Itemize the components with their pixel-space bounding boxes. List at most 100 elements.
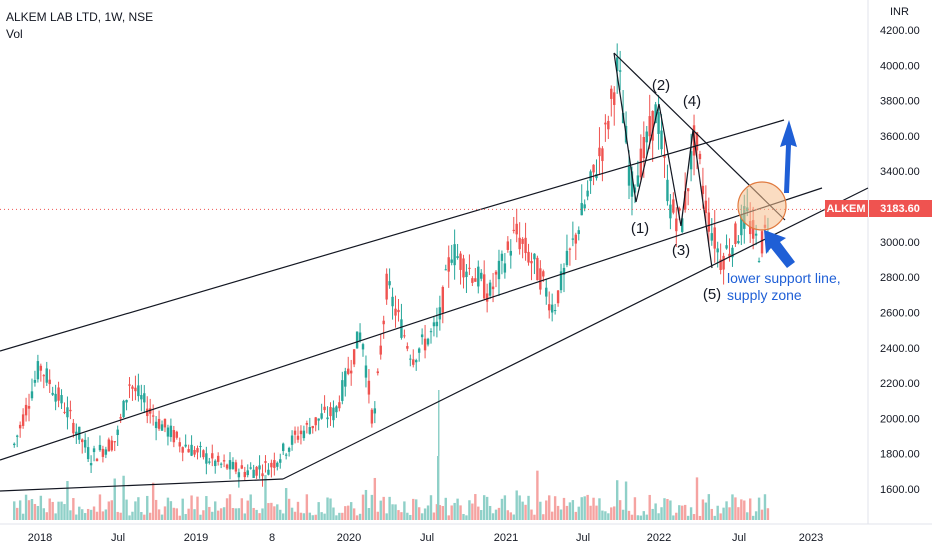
candle-body (459, 253, 462, 270)
volume-bar (202, 510, 205, 520)
volume-bar (30, 499, 34, 520)
candle-body (134, 387, 137, 392)
volume-bar (447, 515, 450, 520)
volume-bar (550, 511, 554, 520)
volume-bar (225, 498, 229, 520)
volume-bar (601, 510, 604, 520)
candle-body (610, 88, 613, 99)
volume-bar (678, 505, 681, 520)
volume-bar (515, 490, 518, 520)
volume-bar (423, 508, 427, 520)
candle-body (45, 368, 48, 383)
candle-body (196, 448, 199, 453)
y-axis-unit: INR (890, 6, 909, 18)
volume-bar (766, 508, 770, 520)
candle-body (491, 286, 495, 290)
x-tick-label: Jul (732, 532, 746, 544)
volume-bar (160, 514, 164, 520)
volume-bar (137, 497, 140, 520)
candle-body (704, 200, 708, 214)
candle-body (607, 120, 610, 130)
volume-bar (184, 514, 187, 520)
volume-bar (39, 495, 43, 520)
candle-body (737, 240, 740, 244)
candle-body (728, 253, 731, 257)
volume-bar (683, 504, 687, 520)
x-axis[interactable]: 2018 Jul 2019 8 2020 Jul 2021 Jul 2022 Jul 2023 (28, 532, 823, 544)
candle-body (553, 310, 557, 312)
candle-body (329, 407, 332, 417)
candle-body (601, 148, 604, 162)
volume-bar (542, 514, 545, 520)
candle-body (444, 269, 447, 271)
volume-bar (497, 507, 501, 520)
candle-body (89, 463, 93, 466)
volume-bar (282, 513, 285, 520)
volume-bar (648, 494, 651, 520)
y-tick-label: 3600.00 (880, 131, 920, 143)
volume-bar (728, 507, 731, 520)
volume-bar (140, 512, 143, 520)
volume-bar (33, 503, 37, 520)
candle-body (323, 406, 326, 411)
volume-bar (131, 511, 134, 520)
candle-body (722, 255, 725, 270)
candle-body (33, 379, 37, 383)
candle-body (110, 440, 113, 451)
volume-bar (568, 502, 572, 520)
candle-body (352, 349, 356, 365)
candle-body (536, 257, 539, 281)
volume-bar (385, 513, 388, 520)
volume-bar (438, 505, 442, 520)
candle-body (72, 422, 75, 434)
volume-bar (308, 512, 312, 520)
x-tick-label: Jul (420, 532, 434, 544)
candle-body (302, 430, 306, 439)
volume-bar (485, 496, 489, 520)
candle-body (246, 470, 249, 476)
note-line-1: lower support line, (727, 270, 841, 286)
volume-bar (459, 505, 462, 520)
volume-bar (216, 510, 220, 520)
candle-body (438, 307, 442, 320)
volume-bar (548, 495, 551, 520)
volume-bar (604, 511, 607, 520)
candle-body (409, 358, 412, 360)
volume-bar (338, 512, 341, 520)
volume-bar (317, 502, 320, 520)
y-axis[interactable]: 4200.004000.003800.003600.003400.003200.… (880, 25, 920, 496)
candle-body (754, 233, 758, 236)
up-arrow-icon (780, 120, 797, 193)
volume-bar (474, 494, 477, 520)
candle-body (48, 379, 51, 385)
volume-bar (409, 514, 412, 520)
volume-bars (13, 390, 770, 520)
candle-body (678, 207, 681, 212)
volume-bar (95, 511, 99, 520)
volume-bar (169, 501, 173, 520)
candle-body (385, 273, 388, 300)
volume-bar (166, 497, 170, 520)
volume-bar (178, 515, 181, 520)
candle-body (175, 431, 179, 438)
volume-label: Vol (6, 27, 23, 41)
candle-body (379, 345, 382, 355)
volume-bar (107, 501, 111, 520)
candle-body (63, 411, 66, 413)
volume-bar (157, 509, 161, 520)
volume-bar (639, 515, 643, 520)
candle-body (615, 57, 619, 71)
candle-body (214, 460, 217, 467)
candle-body (83, 439, 87, 448)
candle-body (524, 237, 527, 254)
volume-bar (252, 507, 255, 520)
volume-bar (695, 477, 699, 520)
volume-bar (332, 507, 335, 520)
volume-bar (539, 501, 542, 520)
volume-bar (326, 497, 329, 520)
candle-body (423, 338, 427, 351)
volume-bar (89, 509, 93, 520)
x-tick-label: Jul (576, 532, 590, 544)
